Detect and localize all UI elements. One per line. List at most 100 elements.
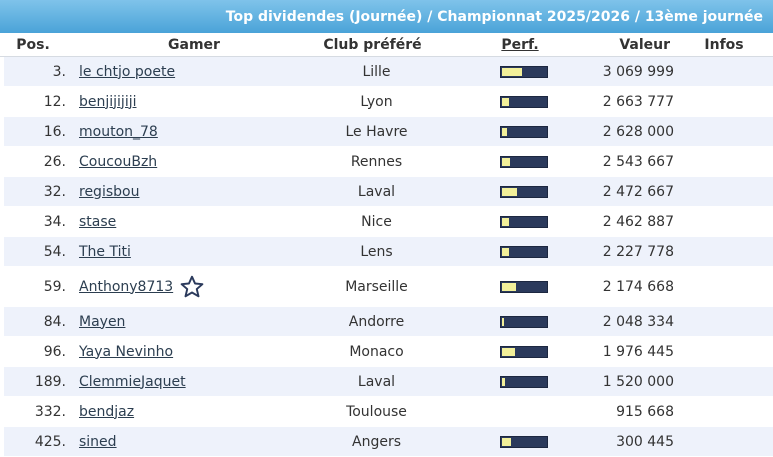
banner-title: Top dividendes (Journée) / Championnat 2… bbox=[225, 8, 763, 25]
row-infos bbox=[684, 367, 772, 396]
row-perf-cell bbox=[444, 267, 604, 306]
row-pos: 54. bbox=[43, 243, 66, 260]
gamer-link[interactable]: CoucouBzh bbox=[79, 153, 158, 170]
perf-bar-fill bbox=[502, 282, 516, 291]
gamer-link[interactable]: ClemmieJaquet bbox=[79, 373, 186, 390]
row-perf-cell bbox=[444, 367, 604, 396]
table-row: 12. benjijijiji Lyon 2 663 777 bbox=[4, 87, 773, 117]
row-infos bbox=[684, 147, 772, 176]
row-valeur: 300 445 bbox=[616, 433, 674, 450]
perf-bar bbox=[500, 185, 548, 198]
table-row: 3. le chtjo poete Lille 3 069 999 bbox=[4, 57, 773, 87]
row-club: Toulouse bbox=[346, 403, 407, 420]
perf-bar bbox=[500, 280, 548, 293]
row-gamer-cell: regisbou bbox=[79, 177, 309, 206]
row-valeur: 1 520 000 bbox=[602, 373, 674, 390]
row-pos: 425. bbox=[34, 433, 66, 450]
perf-bar-fill bbox=[502, 317, 504, 326]
row-valeur: 3 069 999 bbox=[602, 63, 674, 80]
perf-bar bbox=[500, 345, 548, 358]
row-perf-cell bbox=[444, 207, 604, 236]
star-outline-icon[interactable] bbox=[179, 274, 205, 300]
row-pos: 32. bbox=[43, 183, 66, 200]
row-gamer-cell: Anthony8713 bbox=[79, 267, 309, 306]
gamer-link[interactable]: Yaya Nevinho bbox=[79, 343, 174, 360]
perf-bar bbox=[500, 435, 548, 448]
row-valeur: 2 628 000 bbox=[602, 123, 674, 140]
row-infos bbox=[684, 307, 772, 336]
gamer-link[interactable]: Mayen bbox=[79, 313, 126, 330]
perf-bar-fill bbox=[502, 67, 522, 76]
gamer-link[interactable]: benjijijiji bbox=[79, 93, 137, 110]
row-club: Laval bbox=[357, 183, 396, 200]
row-gamer-cell: stase bbox=[79, 207, 309, 236]
row-club: Lens bbox=[360, 243, 393, 260]
perf-bar-fill bbox=[502, 377, 505, 386]
gamer-link[interactable]: Anthony8713 bbox=[79, 278, 174, 295]
row-gamer-cell: The Titi bbox=[79, 237, 309, 266]
row-infos bbox=[684, 117, 772, 146]
row-pos: 26. bbox=[43, 153, 66, 170]
row-valeur: 915 668 bbox=[616, 403, 674, 420]
table-row: 54. The Titi Lens 2 227 778 bbox=[4, 237, 773, 267]
perf-bar bbox=[500, 245, 548, 258]
row-perf-cell bbox=[444, 147, 604, 176]
row-gamer-cell: le chtjo poete bbox=[79, 57, 309, 86]
gamer-link[interactable]: le chtjo poete bbox=[79, 63, 176, 80]
header-pos: Pos. bbox=[16, 36, 50, 53]
header-infos: Infos bbox=[704, 36, 744, 53]
table-header: Pos. Gamer Club préféré Perf. Valeur Inf… bbox=[0, 33, 773, 57]
row-pos: 16. bbox=[43, 123, 66, 140]
row-infos bbox=[684, 427, 772, 456]
row-valeur: 2 663 777 bbox=[602, 93, 674, 110]
perf-bar bbox=[500, 215, 548, 228]
row-club: Andorre bbox=[348, 313, 405, 330]
row-pos: 34. bbox=[43, 213, 66, 230]
row-valeur: 2 048 334 bbox=[602, 313, 674, 330]
row-valeur: 2 462 887 bbox=[602, 213, 674, 230]
row-infos bbox=[684, 207, 772, 236]
row-gamer-cell: ClemmieJaquet bbox=[79, 367, 309, 396]
table-row: 84. Mayen Andorre 2 048 334 bbox=[4, 307, 773, 337]
perf-bar-fill bbox=[502, 347, 515, 356]
gamer-link[interactable]: bendjaz bbox=[79, 403, 135, 420]
row-gamer-cell: benjijijiji bbox=[79, 87, 309, 116]
table-row: 26. CoucouBzh Rennes 2 543 667 bbox=[4, 147, 773, 177]
row-perf-cell bbox=[444, 57, 604, 86]
row-perf-cell bbox=[444, 177, 604, 206]
row-infos bbox=[684, 337, 772, 366]
row-pos: 3. bbox=[52, 63, 66, 80]
row-infos bbox=[684, 57, 772, 86]
row-infos bbox=[684, 87, 772, 116]
page-banner: Top dividendes (Journée) / Championnat 2… bbox=[0, 0, 773, 33]
header-gamer: Gamer bbox=[168, 36, 220, 53]
gamer-link[interactable]: The Titi bbox=[79, 243, 131, 260]
perf-bar bbox=[500, 315, 548, 328]
row-pos: 84. bbox=[43, 313, 66, 330]
perf-bar-fill bbox=[502, 437, 511, 446]
gamer-link[interactable]: sined bbox=[79, 433, 117, 450]
row-valeur: 2 472 667 bbox=[602, 183, 674, 200]
row-gamer-cell: Mayen bbox=[79, 307, 309, 336]
gamer-link[interactable]: mouton_78 bbox=[79, 123, 158, 140]
row-club: Rennes bbox=[350, 153, 403, 170]
row-perf-cell bbox=[444, 87, 604, 116]
table-row: 332. bendjaz Toulouse 915 668 bbox=[4, 397, 773, 427]
row-club: Angers bbox=[352, 433, 401, 450]
row-perf-cell bbox=[444, 117, 604, 146]
row-valeur: 1 976 445 bbox=[602, 343, 674, 360]
perf-bar-fill bbox=[502, 127, 507, 136]
row-pos: 189. bbox=[34, 373, 66, 390]
table-row: 189. ClemmieJaquet Laval 1 520 000 bbox=[4, 367, 773, 397]
header-perf[interactable]: Perf. bbox=[501, 36, 539, 53]
row-gamer-cell: bendjaz bbox=[79, 397, 309, 426]
perf-bar-fill bbox=[502, 217, 509, 226]
gamer-link[interactable]: regisbou bbox=[79, 183, 140, 200]
row-gamer-cell: CoucouBzh bbox=[79, 147, 309, 176]
perf-bar-fill bbox=[502, 157, 510, 166]
row-pos: 59. bbox=[43, 278, 66, 295]
row-perf-cell bbox=[444, 427, 604, 456]
gamer-link[interactable]: stase bbox=[79, 213, 117, 230]
row-valeur: 2 543 667 bbox=[602, 153, 674, 170]
table-row: 34. stase Nice 2 462 887 bbox=[4, 207, 773, 237]
